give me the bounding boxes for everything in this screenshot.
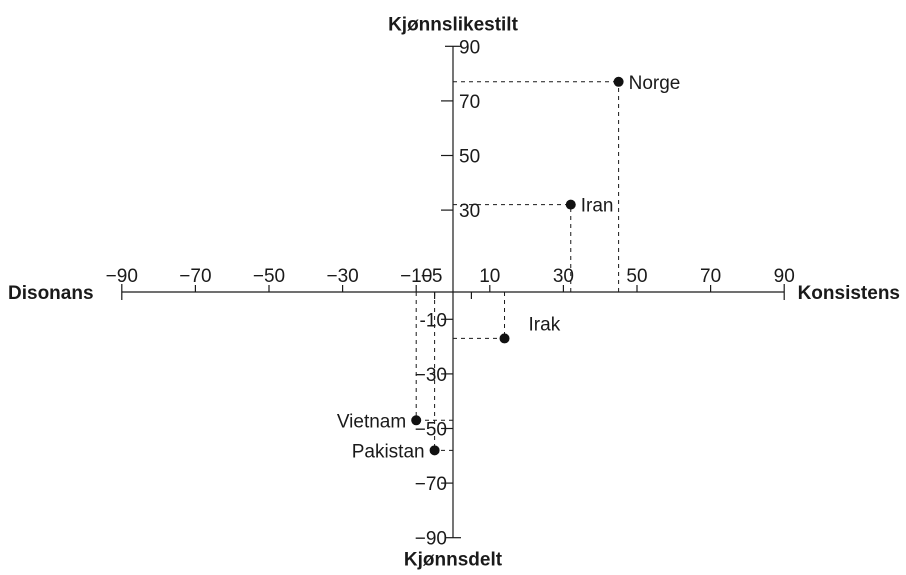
x-tick-label: −70: [179, 266, 211, 287]
axis-title-top: Kjønnslikestilt: [388, 14, 519, 35]
data-point-label: Vietnam: [337, 411, 406, 432]
y-tick-label: 90: [459, 37, 480, 58]
y-tick-label: −70: [415, 474, 447, 495]
x-minor-tick-label: −5: [421, 266, 443, 287]
axis-title-right: Konsistens: [798, 283, 900, 304]
y-tick-label: −50: [415, 420, 447, 441]
x-tick-label: −10: [400, 266, 432, 287]
x-tick-label: 90: [774, 266, 795, 287]
x-tick-label: 70: [700, 266, 721, 287]
x-tick-label: −30: [326, 266, 358, 287]
x-tick-label: 50: [626, 266, 647, 287]
axis-title-bottom: Kjønnsdelt: [404, 550, 503, 571]
y-tick-label: -10: [420, 310, 447, 331]
y-tick-label: −30: [415, 365, 447, 386]
data-point: [565, 199, 576, 210]
x-tick-label: −50: [253, 266, 285, 287]
data-point-label: Irak: [529, 314, 561, 335]
axis-title-left: Disonans: [8, 283, 94, 304]
y-axis-ticks: 90 70 50 30 -10 −30 −50 −70 −90: [415, 37, 480, 549]
data-point: [411, 415, 422, 426]
data-point: [613, 76, 624, 87]
y-tick-label: −90: [415, 529, 447, 550]
data-point-label: Norge: [629, 73, 681, 94]
data-point-label: Iran: [581, 196, 614, 217]
data-point: [429, 445, 440, 456]
y-tick-label: 50: [459, 147, 480, 168]
x-tick-label: 30: [553, 266, 574, 287]
x-axis-ticks: −90 −70 −50 −30 −10 10 30 50 70 90 −5: [106, 266, 795, 300]
data-points: Norge Iran Irak Vietnam Pakistan: [337, 73, 681, 463]
data-point: [499, 333, 510, 344]
data-point-label: Pakistan: [352, 441, 425, 462]
y-tick-label: 30: [459, 201, 480, 222]
x-tick-label: 10: [479, 266, 500, 287]
guide-lines: [415, 81, 620, 451]
x-tick-label: −90: [106, 266, 138, 287]
y-tick-label: 70: [459, 92, 480, 113]
